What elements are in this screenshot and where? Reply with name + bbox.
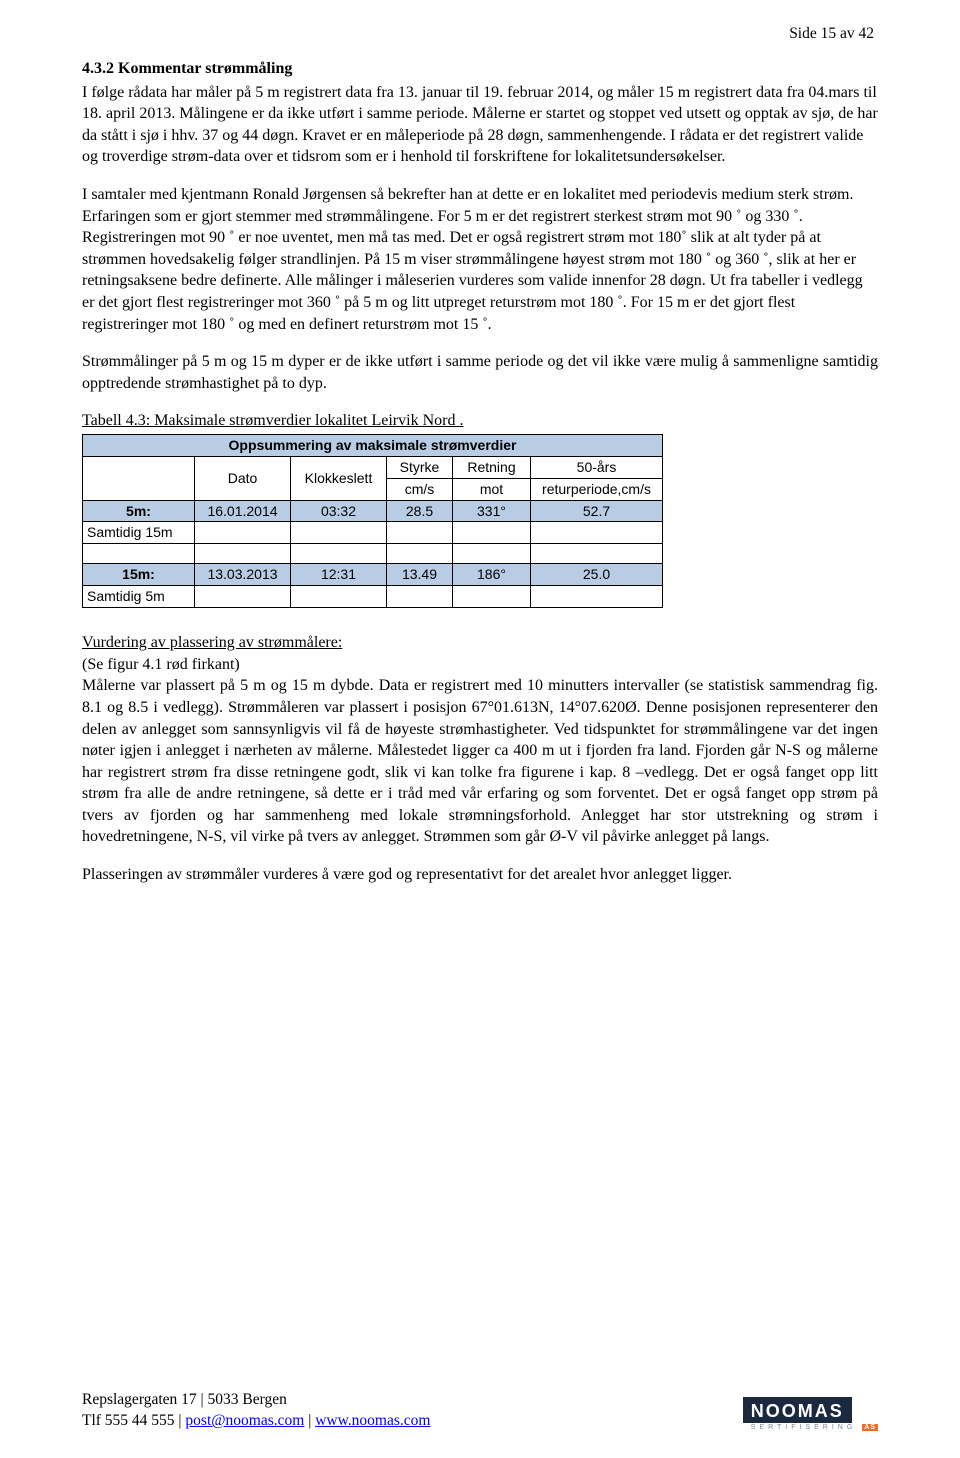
footer-address: Repslagergaten 17 | 5033 Bergen <box>82 1390 430 1411</box>
th-styrke-unit: cm/s <box>387 478 453 500</box>
paragraph-1: I følge rådata har måler på 5 m registre… <box>82 82 878 168</box>
th-styrke: Styrke <box>387 456 453 478</box>
row-5m-label: 5m: <box>83 500 195 522</box>
footer-tlf: Tlf 555 44 555 | <box>82 1412 185 1429</box>
footer-email-link[interactable]: post@noomas.com <box>185 1412 304 1429</box>
page-footer: Repslagergaten 17 | 5033 Bergen Tlf 555 … <box>82 1390 878 1432</box>
table-title: Oppsummering av maksimale strømverdier <box>83 434 663 456</box>
paragraph-2: I samtaler med kjentmann Ronald Jørgense… <box>82 184 878 335</box>
cell-blank <box>195 586 291 608</box>
footer-contact: Repslagergaten 17 | 5033 Bergen Tlf 555 … <box>82 1390 430 1432</box>
cell-blank <box>83 544 195 564</box>
row-15m-label: 15m: <box>83 564 195 586</box>
max-current-table: Oppsummering av maksimale strømverdier D… <box>82 434 663 608</box>
cell-blank <box>453 522 531 544</box>
logo-text: NOOMAS <box>743 1397 852 1423</box>
th-50ar-unit: returperiode,cm/s <box>531 478 663 500</box>
logo-sub-text: SERTIFISERING <box>751 1424 857 1431</box>
th-blank <box>83 456 195 500</box>
cell-blank <box>291 544 387 564</box>
footer-logo: NOOMAS SERTIFISERING AS <box>743 1397 878 1432</box>
cell-blank <box>453 544 531 564</box>
vurdering-sub: (Se figur 4.1 rød firkant) <box>82 654 878 676</box>
cell-15m-50ar: 25.0 <box>531 564 663 586</box>
cell-15m-styrke: 13.49 <box>387 564 453 586</box>
cell-blank <box>531 544 663 564</box>
cell-blank <box>291 586 387 608</box>
cell-5m-styrke: 28.5 <box>387 500 453 522</box>
cell-blank <box>453 586 531 608</box>
th-retning-unit: mot <box>453 478 531 500</box>
cell-5m-retning: 331° <box>453 500 531 522</box>
footer-sep: | <box>304 1412 315 1429</box>
cell-blank <box>195 522 291 544</box>
table-caption: Tabell 4.3: Maksimale strømverdier lokal… <box>82 410 878 432</box>
cell-15m-klokke: 12:31 <box>291 564 387 586</box>
page-number: Side 15 av 42 <box>789 24 874 45</box>
cell-blank <box>387 586 453 608</box>
cell-blank <box>195 544 291 564</box>
heading-432: 4.3.2 Kommentar strømmåling <box>82 58 878 80</box>
logo-as-badge: AS <box>862 1424 878 1431</box>
cell-15m-dato: 13.03.2013 <box>195 564 291 586</box>
footer-phone-links: Tlf 555 44 555 | post@noomas.com | www.n… <box>82 1411 430 1432</box>
cell-blank <box>291 522 387 544</box>
cell-5m-50ar: 52.7 <box>531 500 663 522</box>
th-50ar: 50-års <box>531 456 663 478</box>
paragraph-3: Strømmålinger på 5 m og 15 m dyper er de… <box>82 351 878 394</box>
cell-blank <box>531 522 663 544</box>
row-5m-sub: Samtidig 15m <box>83 522 195 544</box>
cell-15m-retning: 186° <box>453 564 531 586</box>
th-dato: Dato <box>195 456 291 500</box>
paragraph-5: Plasseringen av strømmåler vurderes å væ… <box>82 864 878 886</box>
th-retning: Retning <box>453 456 531 478</box>
footer-web-link[interactable]: www.noomas.com <box>315 1412 430 1429</box>
cell-5m-dato: 16.01.2014 <box>195 500 291 522</box>
vurdering-heading: Vurdering av plassering av strømmålere: <box>82 634 342 651</box>
row-15m-sub: Samtidig 5m <box>83 586 195 608</box>
cell-blank <box>387 522 453 544</box>
paragraph-4: Målerne var plassert på 5 m og 15 m dybd… <box>82 675 878 848</box>
cell-blank <box>531 586 663 608</box>
cell-blank <box>387 544 453 564</box>
logo-subtitle: SERTIFISERING AS <box>743 1423 878 1432</box>
cell-5m-klokke: 03:32 <box>291 500 387 522</box>
th-klokke: Klokkeslett <box>291 456 387 500</box>
